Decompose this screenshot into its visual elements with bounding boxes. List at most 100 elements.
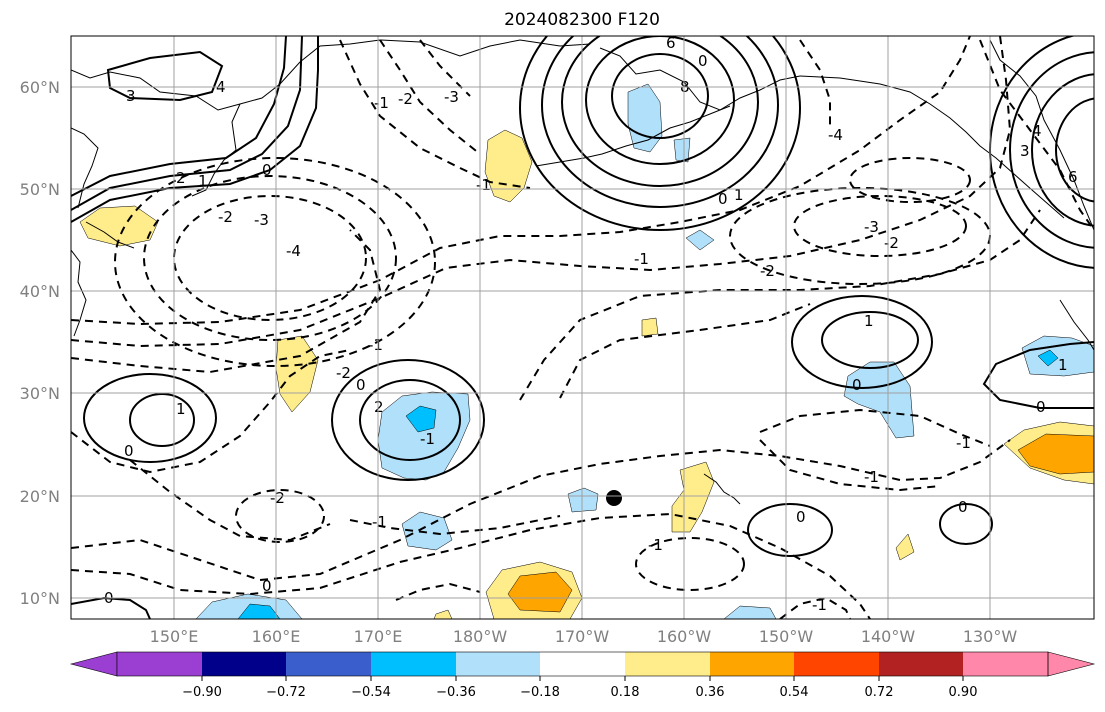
colorbar-min-extension: [69, 651, 118, 677]
colorbar-tick-label: 0.90: [949, 685, 978, 700]
contour-label: -1: [864, 468, 879, 486]
contour-high-aleutian-5: [611, 53, 709, 139]
contour-label: 0: [356, 376, 366, 394]
contour-label: 6: [1068, 168, 1078, 186]
fill-yellow-sw-tiny: [433, 609, 453, 619]
contour-label: 1: [198, 172, 208, 190]
contour-band-1: [71, 36, 971, 326]
contour-label: -1: [372, 513, 387, 531]
contour-mid-1: [519, 209, 1041, 401]
contour-label: 2: [176, 169, 186, 187]
contour-label: 4: [1032, 122, 1042, 140]
colorbar-tick-label: −0.54: [351, 685, 391, 700]
colorbar-segment: [456, 652, 541, 676]
fill-yellow-center: [641, 317, 659, 337]
contour-high-aleutian-2: [541, 36, 779, 208]
lon-label: 160°W: [657, 627, 712, 646]
contour-west-low-1: [331, 359, 485, 481]
coastline-hawaii: [703, 473, 741, 505]
coastline-kurils: [85, 221, 135, 249]
shaded-anomaly-fills: [79, 83, 1094, 619]
contour-label: 0: [796, 508, 806, 526]
contour-label: 0: [1036, 398, 1046, 416]
lat-label: 20°N: [20, 487, 60, 506]
colorbar-tick-label: 0.72: [865, 685, 894, 700]
coastline-okhotsk: [71, 127, 99, 209]
contour-label: 0: [262, 577, 272, 595]
contour-nw-solid-1: [71, 36, 319, 223]
map-border: [70, 35, 1095, 620]
colorbar-segment: [117, 652, 202, 676]
fill-orange-south: [507, 571, 573, 613]
contour-label: 0: [262, 161, 272, 179]
colorbar-segment: [794, 652, 879, 676]
contour-south-low-1: [235, 489, 325, 543]
lon-label: 180°W: [453, 627, 508, 646]
contour-sw-zero: [71, 596, 151, 619]
fill-yellow-small-e: [895, 533, 915, 561]
contour-label: -2: [760, 262, 775, 280]
fill-blue-aleutian-small: [673, 137, 691, 163]
contour-label: -1: [812, 596, 827, 614]
contour-sw-1: [83, 373, 217, 463]
contour-label: -1: [634, 250, 649, 268]
contour-label: 3: [126, 87, 136, 105]
contour-east-low-3: [849, 157, 971, 203]
colorbar-tick-label: −0.36: [436, 685, 476, 700]
colorbar-tick-label: 0.54: [780, 685, 809, 700]
contour-low-nw-1: [173, 195, 367, 321]
colorbar-segment: [625, 652, 710, 676]
lon-label: 140°W: [861, 627, 916, 646]
contour-se-dash: [759, 408, 991, 447]
fill-yellow-hawaii: [671, 461, 715, 533]
contour-label: -2: [336, 364, 351, 382]
lon-label: 130°W: [963, 627, 1018, 646]
map-title: 2024082300 F120: [504, 10, 660, 30]
contour-label: 3: [1020, 142, 1030, 160]
contour-label: 0: [958, 498, 968, 516]
contour-nw-solid-4: [106, 50, 224, 102]
lat-label: 30°N: [20, 384, 60, 403]
contour-high-aleutian-3: [561, 36, 759, 187]
contour-label: -1: [476, 176, 491, 194]
contour-west-low-2: [359, 379, 461, 461]
contour-high-aleutian-4: [585, 36, 735, 165]
contour-label: 0: [698, 52, 708, 70]
colorbar-border: [116, 651, 1049, 677]
contour-low-nw-2: [143, 175, 397, 341]
fill-cyan-ne: [1037, 349, 1059, 367]
fill-blue-15n: [401, 511, 453, 551]
fill-yellow-nw: [79, 205, 159, 247]
contour-nw-solid-2: [71, 36, 303, 211]
contour-label: -3: [444, 88, 459, 106]
contour-south-low-2: [635, 537, 745, 591]
contour-label: 1: [734, 186, 744, 204]
contour-label: 2: [374, 398, 384, 416]
contour-ne-dash: [799, 39, 831, 130]
contour-label: -1: [648, 536, 663, 554]
lon-label: 150°E: [150, 627, 199, 646]
contour-label: -4: [828, 126, 843, 144]
map-panel: 3 4 2 1 0 -1 -2 -3 -4 8 6 0 -1 -2 -3 -1 …: [70, 35, 1095, 620]
contour-ne-dash-2: [979, 39, 1094, 231]
colorbar-segment: [371, 652, 456, 676]
contour-lines: [71, 36, 1094, 619]
contour-s-dash-3: [779, 596, 851, 619]
contour-high-aleutian-outer: [519, 36, 801, 231]
contour-low-east-1: [793, 195, 967, 257]
contour-label: 0: [124, 442, 134, 460]
coastline-asia: [71, 39, 381, 111]
contour-high-ne-3: [1031, 73, 1094, 227]
contour-label: -2: [218, 208, 233, 226]
lat-label: 10°N: [20, 589, 60, 608]
colorbar-tick-label: −0.18: [520, 685, 560, 700]
lon-label: 160°E: [252, 627, 301, 646]
lon-label: 170°W: [555, 627, 610, 646]
contour-se-dash-2: [759, 439, 941, 492]
colorbar-segment: [879, 652, 964, 676]
contour-se-1: [747, 503, 833, 557]
contour-label: -2: [398, 90, 413, 108]
contour-band-2: [71, 36, 1012, 348]
lat-label: 60°N: [20, 78, 60, 97]
